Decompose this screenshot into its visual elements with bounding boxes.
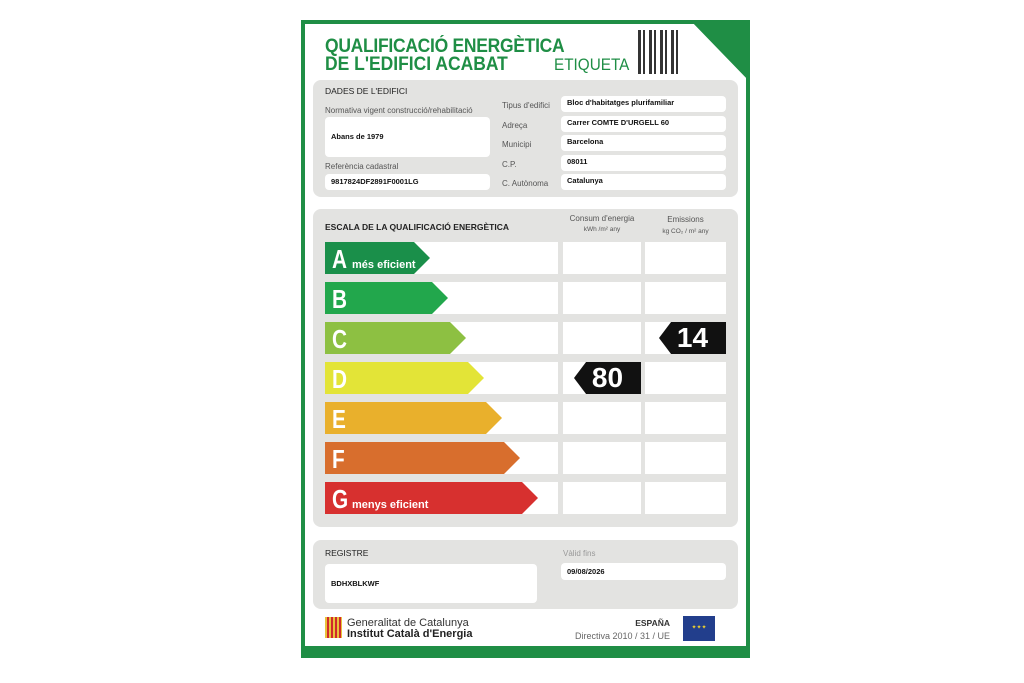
class-bar-d: D — [325, 362, 484, 394]
footer-directive: Directiva 2010 / 31 / UE — [574, 631, 670, 641]
emissions-cell — [645, 282, 726, 314]
class-bar-c: C — [325, 322, 466, 354]
consum-cell — [563, 402, 641, 434]
emissions-cell — [645, 402, 726, 434]
footer-country: ESPAÑA — [635, 618, 670, 628]
class-letter: C — [332, 324, 348, 354]
class-subtitle: menys eficient — [352, 499, 429, 511]
label-etiqueta: ETIQUETA — [554, 55, 630, 74]
normativa-label: Normativa vigent construcció/rehabilitac… — [325, 106, 473, 115]
consum-indicator: 80 — [574, 362, 641, 394]
consum-header: Consum d'energia — [569, 214, 635, 223]
class-bar-b: B — [325, 282, 448, 314]
footer-institute: Institut Català d'Energia — [347, 628, 473, 640]
generalitat-logo-icon — [325, 617, 342, 638]
scale-section-title: ESCALA DE LA QUALIFICACIÓ ENERGÈTICA — [325, 222, 510, 232]
qr-code-icon[interactable] — [638, 30, 682, 74]
title-line2: DE L'EDIFICI ACABAT — [325, 54, 508, 75]
valid-value: 09/08/2026 — [561, 563, 726, 580]
consum-cell — [563, 322, 641, 354]
class-letter: F — [332, 444, 345, 474]
field-label: C. Autònoma — [502, 179, 549, 188]
field-value: Carrer COMTE D'URGELL 60 — [561, 115, 726, 132]
normativa-value: Abans de 1979 — [325, 117, 490, 157]
emissions-header: Emissions — [667, 215, 704, 224]
class-bar-a: A més eficient — [325, 242, 430, 274]
footer-gov: Generalitat de Catalunya — [347, 617, 469, 629]
emissions-unit: kg CO₂ / m² any — [662, 228, 709, 235]
consum-cell — [563, 242, 641, 274]
consum-cell — [563, 442, 641, 474]
consum-cell — [563, 282, 641, 314]
class-letter: B — [332, 284, 348, 314]
class-letter: D — [332, 364, 348, 394]
class-bar-e: E — [325, 402, 502, 434]
emissions-cell — [645, 242, 726, 274]
class-letter: G — [332, 484, 349, 514]
registre-label: REGISTRE — [325, 548, 369, 558]
registre-value: BDHXBLKWF — [325, 564, 537, 603]
field-value: Barcelona — [561, 135, 726, 151]
title-line1: QUALIFICACIÓ ENERGÈTICA — [325, 36, 565, 57]
emissions-cell — [645, 482, 726, 514]
consum-cell — [563, 482, 641, 514]
class-bar-g: G menys eficient — [325, 482, 538, 514]
class-subtitle: més eficient — [352, 259, 416, 271]
valid-label: Vàlid fins — [563, 549, 596, 558]
ref-value: 9817824DF2891F0001LG — [325, 174, 490, 190]
emissions-indicator: 14 — [659, 322, 726, 354]
class-bar-f: F — [325, 442, 520, 474]
consum-unit: kWh /m² any — [583, 226, 621, 233]
field-value: Bloc d'habitatges plurifamiliar — [561, 96, 726, 112]
field-value: Catalunya — [561, 174, 726, 190]
class-letter: E — [332, 404, 346, 434]
emissions-cell — [645, 442, 726, 474]
class-letter: A — [332, 244, 348, 274]
field-label: Adreça — [502, 120, 528, 130]
field-label: Municipi — [502, 140, 532, 149]
field-value: 08011 — [561, 154, 726, 171]
building-section-title: DADES DE L'EDIFICI — [325, 86, 408, 96]
emissions-cell — [645, 362, 726, 394]
field-label: C.P. — [502, 159, 517, 169]
eu-flag-icon: ✦✦✦ — [683, 616, 715, 641]
ref-label: Referència cadastral — [325, 162, 399, 171]
field-label: Tipus d'edifici — [502, 101, 550, 110]
